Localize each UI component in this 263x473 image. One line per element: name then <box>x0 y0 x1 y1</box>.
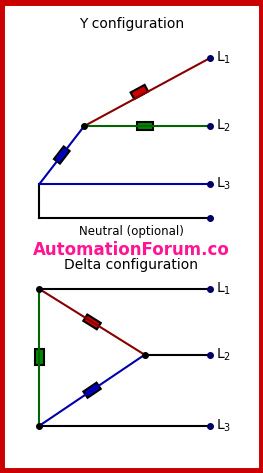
Text: L$_1$: L$_1$ <box>216 281 231 297</box>
Text: Delta configuration: Delta configuration <box>64 258 199 272</box>
Text: L$_2$: L$_2$ <box>216 347 231 363</box>
Text: Neutral (optional): Neutral (optional) <box>79 225 184 238</box>
Text: L$_1$: L$_1$ <box>216 50 231 66</box>
Bar <box>137 123 153 130</box>
Bar <box>131 85 148 99</box>
Bar <box>83 383 101 398</box>
Bar <box>83 315 101 329</box>
Text: AutomationForum.co: AutomationForum.co <box>33 241 230 259</box>
Text: L$_2$: L$_2$ <box>216 118 231 134</box>
Bar <box>54 147 70 164</box>
Text: L$_3$: L$_3$ <box>216 418 231 434</box>
Text: Y configuration: Y configuration <box>79 17 184 31</box>
Bar <box>36 350 43 365</box>
Text: L$_3$: L$_3$ <box>216 176 231 192</box>
